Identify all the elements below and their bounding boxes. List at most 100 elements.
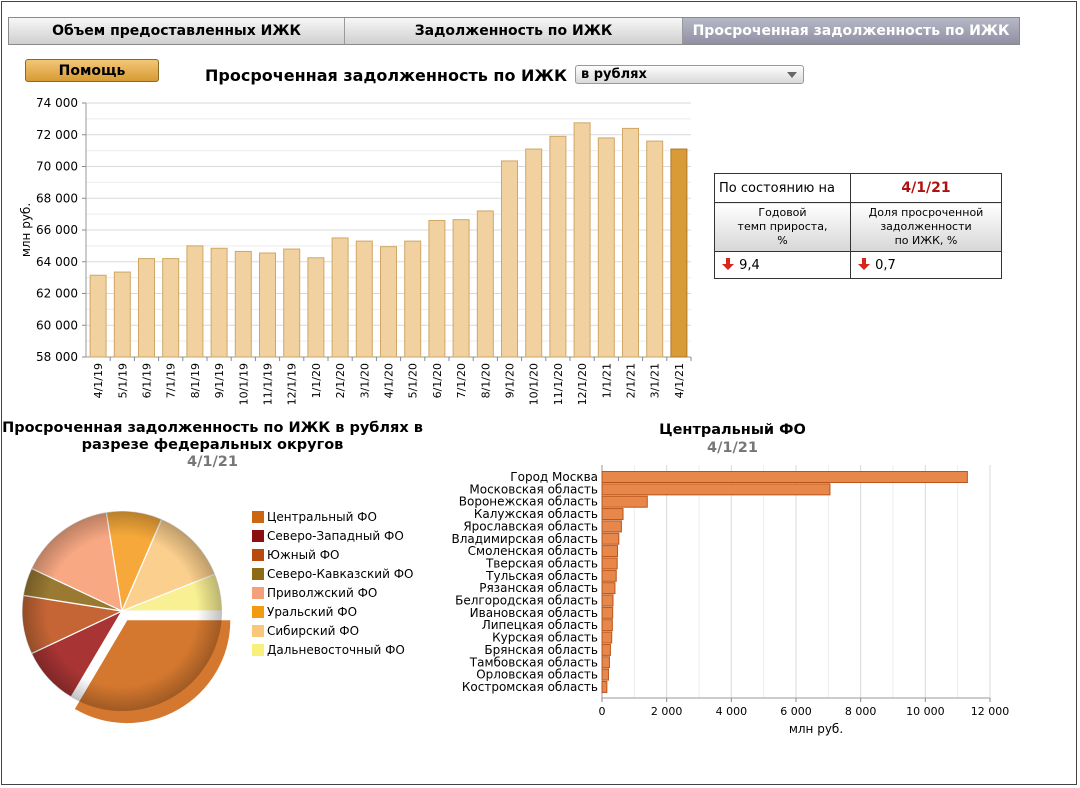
bar	[283, 248, 301, 358]
bar	[573, 122, 591, 358]
region-bar	[601, 668, 609, 681]
legend-swatch	[252, 529, 264, 542]
legend-item: Южный ФО	[252, 545, 413, 564]
overdue-share-cell: 0,7	[850, 251, 1002, 279]
region-label: Ивановская область	[470, 606, 598, 620]
x-tick-label: 12 000	[971, 705, 1010, 718]
y-tick-label: 64 000	[36, 255, 78, 269]
legend-label: Уральский ФО	[267, 604, 358, 619]
region-label: Город Москва	[510, 470, 598, 484]
tab-bar: Объем предоставленных ИЖК Задолженность …	[8, 17, 1020, 45]
legend-swatch	[252, 567, 264, 580]
region-label: Костромская область	[462, 680, 598, 694]
bar	[259, 252, 276, 358]
y-tick-label: 62 000	[36, 287, 78, 301]
legend-item: Уральский ФО	[252, 602, 413, 621]
currency-select-value: в рублях	[581, 67, 647, 82]
as-of-label: По состоянию на	[714, 173, 851, 203]
y-tick-label: 70 000	[36, 160, 78, 174]
region-bar	[601, 680, 608, 693]
arrow-down-icon	[722, 258, 734, 270]
x-axis-label: млн руб.	[789, 722, 843, 736]
bar	[501, 160, 518, 358]
tab-debt[interactable]: Задолженность по ИЖК	[345, 18, 683, 44]
bar	[428, 219, 446, 358]
bar	[234, 250, 252, 358]
main-chart-title: Просроченная задолженность по ИЖК	[205, 66, 568, 85]
bar	[138, 258, 155, 358]
region-bar	[601, 631, 613, 644]
region-bar	[601, 495, 648, 508]
tab-issued-volume[interactable]: Объем предоставленных ИЖК	[9, 18, 345, 44]
legend-label: Южный ФО	[267, 547, 340, 562]
central-fd-bar-chart: 0 2 000 4 000 6 000 8 000 10 000 12 000 млн руб…	[452, 465, 1010, 736]
bar	[162, 258, 180, 358]
x-tick-label: 6/1/19	[141, 363, 154, 398]
x-tick-label: 12/1/20	[576, 363, 589, 405]
x-tick-label: 5/1/19	[116, 363, 129, 398]
region-bar	[601, 483, 831, 496]
bar	[452, 219, 470, 358]
x-tick-label: 10/1/19	[237, 363, 250, 405]
x-tick-label: 12/1/19	[286, 363, 299, 405]
x-tick-label: 1/1/20	[310, 363, 323, 398]
legend-swatch	[252, 605, 264, 618]
region-label: Белгородская область	[455, 594, 598, 608]
region-label: Брянская область	[484, 643, 598, 657]
region-bar	[601, 619, 613, 632]
region-bar	[601, 520, 622, 533]
x-tick-label: 7/1/19	[165, 363, 178, 398]
x-tick-label: 7/1/20	[455, 363, 468, 398]
region-label: Московская область	[469, 482, 598, 496]
x-tick-label: 2/1/20	[334, 363, 347, 398]
x-tick-label: 2 000	[651, 705, 683, 718]
legend-label: Северо-Западный ФО	[267, 528, 404, 543]
bar	[331, 237, 349, 358]
bar	[549, 135, 567, 358]
x-tick-label: 1/1/21	[600, 363, 613, 398]
bar	[355, 240, 373, 358]
y-tick-label: 58 000	[36, 350, 78, 364]
legend-label: Приволжский ФО	[267, 585, 378, 600]
x-tick-label: 11/1/20	[552, 363, 565, 405]
region-chart-date: 4/1/21	[707, 440, 758, 456]
region-label: Рязанская область	[479, 581, 598, 595]
legend-item: Приволжский ФО	[252, 583, 413, 602]
tab-overdue-debt[interactable]: Просроченная задолженность по ИЖК	[683, 18, 1019, 44]
bar	[525, 148, 543, 358]
x-tick-label: 4/1/21	[673, 363, 686, 398]
region-label: Воронежская область	[459, 495, 598, 509]
bar	[380, 246, 397, 358]
x-tick-label: 10/1/20	[528, 363, 541, 405]
x-tick-label: 8 000	[845, 705, 877, 718]
annual-growth-value: 9,4	[739, 258, 760, 273]
bar	[210, 247, 228, 358]
bar	[646, 140, 664, 358]
legend-item: Сибирский ФО	[252, 621, 413, 640]
region-label: Тульская область	[485, 569, 598, 583]
region-label: Ярославская область	[463, 519, 598, 533]
y-tick-label: 72 000	[36, 128, 78, 142]
x-tick-label: 9/1/20	[504, 363, 517, 398]
legend-label: Сибирский ФО	[267, 623, 360, 638]
overdue-share-value: 0,7	[875, 258, 896, 273]
bar	[307, 257, 325, 358]
region-bar	[601, 656, 610, 669]
region-label: Калужская область	[474, 507, 598, 521]
legend-swatch	[252, 510, 264, 523]
legend-item: Северо-Кавказский ФО	[252, 564, 413, 583]
pie-chart-title: Просроченная задолженность по ИЖК в рубл…	[2, 420, 423, 453]
y-tick-label: 74 000	[36, 96, 78, 110]
overdue-debt-bar-chart: 58 000 60 000 62 000 64 000 66 000 68 000 70 0…	[19, 96, 692, 405]
chevron-down-icon	[787, 72, 797, 78]
y-tick-label: 60 000	[36, 318, 78, 332]
region-bar	[601, 582, 616, 595]
legend-label: Дальневосточный ФО	[267, 642, 405, 657]
help-button[interactable]: Помощь	[25, 59, 159, 82]
region-bar	[601, 643, 611, 656]
currency-select[interactable]: в рублях	[575, 65, 804, 84]
bar	[670, 148, 688, 358]
info-table: По состоянию на 4/1/21 Годовой темп приро…	[714, 173, 1002, 279]
region-label: Тамбовская область	[469, 655, 598, 669]
